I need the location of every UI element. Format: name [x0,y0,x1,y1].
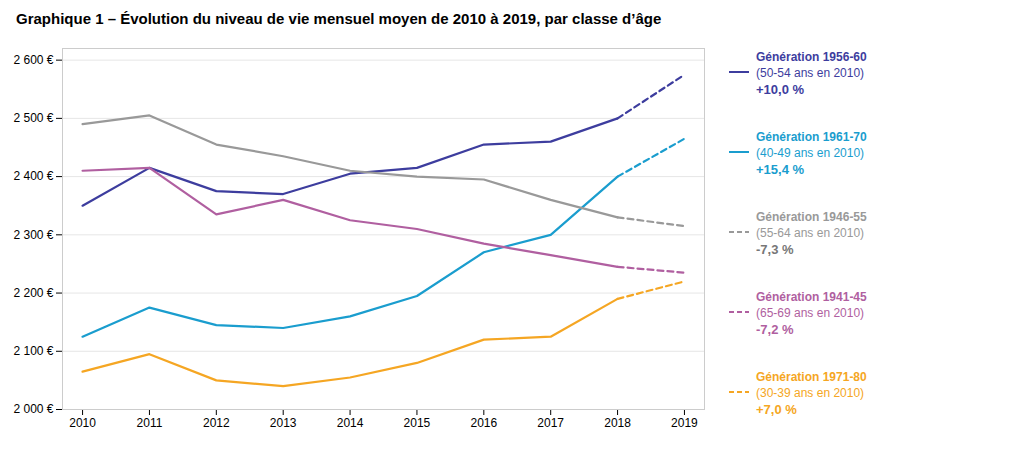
html-text:+7,0 %: +7,0 % [756,402,797,417]
svg-text:2 600 €: 2 600 € [13,53,53,67]
svg-text:2 100 €: 2 100 € [13,344,53,358]
html-text:+10,0 %: +10,0 % [756,82,805,97]
svg-text:2018: 2018 [604,416,631,430]
svg-text:2010: 2010 [69,416,96,430]
svg-text:2 300 €: 2 300 € [13,228,53,242]
svg-text:2 000 €: 2 000 € [13,402,53,416]
svg-text:2012: 2012 [203,416,230,430]
svg-text:2014: 2014 [337,416,364,430]
html-text:(55-64 ans en 2010): (55-64 ans en 2010) [756,226,865,240]
html-text:Génération 1946-55: Génération 1946-55 [756,210,867,224]
svg-text:2015: 2015 [404,416,431,430]
svg-text:2 200 €: 2 200 € [13,286,53,300]
html-text:-7,3 %: -7,3 % [756,242,794,257]
svg-text:2 500 €: 2 500 € [13,111,53,125]
html-text:(40-49 ans en 2010): (40-49 ans en 2010) [756,146,865,160]
svg-text:2016: 2016 [470,416,497,430]
html-text:Génération 1971-80: Génération 1971-80 [756,370,867,384]
html-text:Graphique 1 – Évolution du niv: Graphique 1 – Évolution du niveau de vie… [16,10,662,27]
html-text:+15,4 %: +15,4 % [756,162,805,177]
html-text:Génération 1941-45: Génération 1941-45 [756,290,867,304]
html-text:Génération 1961-70: Génération 1961-70 [756,130,867,144]
svg-text:2017: 2017 [537,416,564,430]
html-text:(30-39 ans en 2010): (30-39 ans en 2010) [756,386,865,400]
svg-text:2 400 €: 2 400 € [13,169,53,183]
svg-text:2011: 2011 [137,416,163,430]
html-text:(65-69 ans en 2010): (65-69 ans en 2010) [756,306,865,320]
html-text:-7,2 %: -7,2 % [756,322,794,337]
html-text:Génération 1956-60: Génération 1956-60 [756,50,867,64]
svg-text:2019: 2019 [671,416,698,430]
svg-text:2013: 2013 [270,416,297,430]
html-text:(50-54 ans en 2010): (50-54 ans en 2010) [756,66,865,80]
